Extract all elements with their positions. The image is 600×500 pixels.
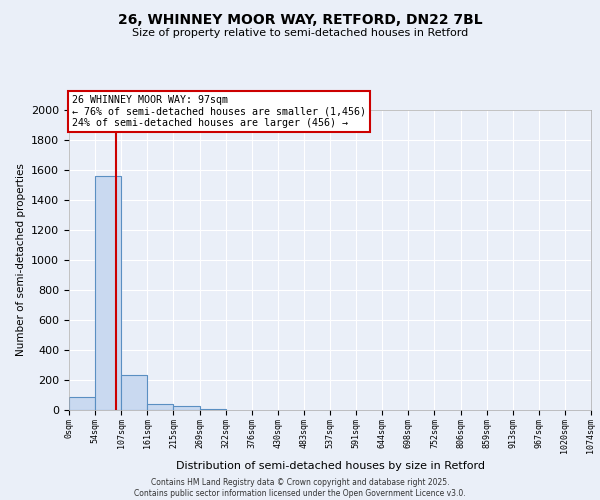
Y-axis label: Number of semi-detached properties: Number of semi-detached properties [16, 164, 26, 356]
Bar [121, 375, 147, 410]
Bar [95, 176, 121, 410]
Text: Contains HM Land Registry data © Crown copyright and database right 2025.
Contai: Contains HM Land Registry data © Crown c… [134, 478, 466, 498]
X-axis label: Distribution of semi-detached houses by size in Retford: Distribution of semi-detached houses by … [176, 461, 485, 471]
Text: 26, WHINNEY MOOR WAY, RETFORD, DN22 7BL: 26, WHINNEY MOOR WAY, RETFORD, DN22 7BL [118, 12, 482, 26]
Bar [173, 406, 200, 410]
Text: Size of property relative to semi-detached houses in Retford: Size of property relative to semi-detach… [132, 28, 468, 38]
Bar [200, 409, 226, 410]
Bar [69, 396, 95, 410]
Text: 26 WHINNEY MOOR WAY: 97sqm
← 76% of semi-detached houses are smaller (1,456)
24%: 26 WHINNEY MOOR WAY: 97sqm ← 76% of semi… [71, 95, 365, 128]
Bar [147, 404, 173, 410]
